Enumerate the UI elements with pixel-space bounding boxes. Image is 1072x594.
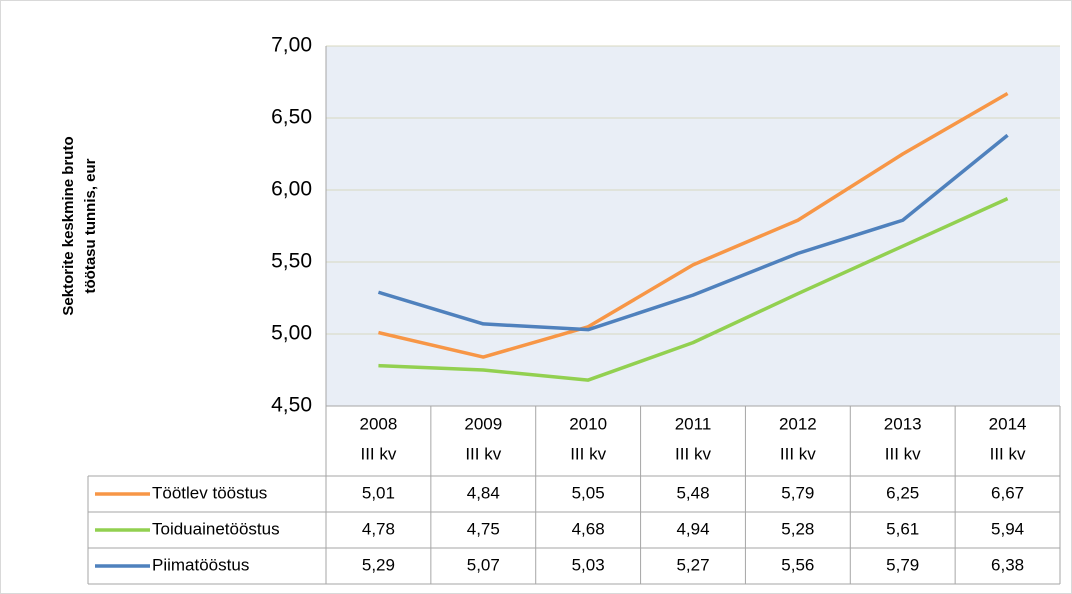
- table-value: 4,94: [676, 519, 709, 538]
- y-tick-label: 7,00: [271, 34, 312, 57]
- x-tick-label: 2012: [779, 414, 817, 433]
- x-tick-label: 2009: [464, 414, 502, 433]
- legend-label: Piimatööstus: [152, 555, 249, 574]
- x-tick-label: III kv: [360, 444, 396, 463]
- table-value: 4,78: [362, 519, 395, 538]
- y-tick-label: 4,50: [271, 394, 312, 417]
- y-tick-label: 6,00: [271, 178, 312, 201]
- legend-label: Toiduainetööstus: [152, 519, 280, 538]
- x-tick-label: 2014: [989, 414, 1027, 433]
- table-value: 5,27: [676, 555, 709, 574]
- table-value: 5,01: [362, 483, 395, 502]
- x-tick-label: III kv: [675, 444, 711, 463]
- table-value: 5,28: [781, 519, 814, 538]
- table-value: 5,94: [991, 519, 1024, 538]
- x-tick-label: III kv: [465, 444, 501, 463]
- y-tick-label: 5,00: [271, 322, 312, 345]
- table-value: 5,79: [886, 555, 919, 574]
- x-tick-label: III kv: [990, 444, 1026, 463]
- table-value: 4,75: [467, 519, 500, 538]
- x-tick-label: 2010: [569, 414, 607, 433]
- table-value: 5,05: [572, 483, 605, 502]
- table-value: 5,29: [362, 555, 395, 574]
- y-axis-label: Sektorite keskmine bruto töötasu tunnis,…: [60, 136, 99, 315]
- table-value: 4,84: [467, 483, 500, 502]
- y-axis-label-line: töötasu tunnis, eur: [82, 158, 99, 293]
- table-value: 6,67: [991, 483, 1024, 502]
- y-axis-label-line: Sektorite keskmine bruto: [60, 136, 77, 315]
- legend-label: Töötlev tööstus: [152, 483, 267, 502]
- plot-area: [326, 46, 1060, 406]
- table-value: 5,03: [572, 555, 605, 574]
- table-value: 5,56: [781, 555, 814, 574]
- x-tick-label: 2008: [360, 414, 398, 433]
- table-value: 5,48: [676, 483, 709, 502]
- y-tick-label: 5,50: [271, 250, 312, 273]
- series-line: [377, 133, 1009, 332]
- table-value: 5,07: [467, 555, 500, 574]
- table-value: 5,79: [781, 483, 814, 502]
- x-tick-label: 2011: [675, 414, 712, 433]
- x-tick-label: III kv: [570, 444, 606, 463]
- x-tick-label: III kv: [885, 444, 921, 463]
- table-value: 6,38: [991, 555, 1024, 574]
- x-tick-label: III kv: [780, 444, 816, 463]
- series-line: [378, 197, 1009, 382]
- table-value: 5,61: [886, 519, 919, 538]
- table-value: 4,68: [572, 519, 605, 538]
- series-line: [378, 92, 1009, 359]
- y-tick-label: 6,50: [271, 106, 312, 129]
- table-value: 6,25: [886, 483, 919, 502]
- x-tick-label: 2013: [884, 414, 922, 433]
